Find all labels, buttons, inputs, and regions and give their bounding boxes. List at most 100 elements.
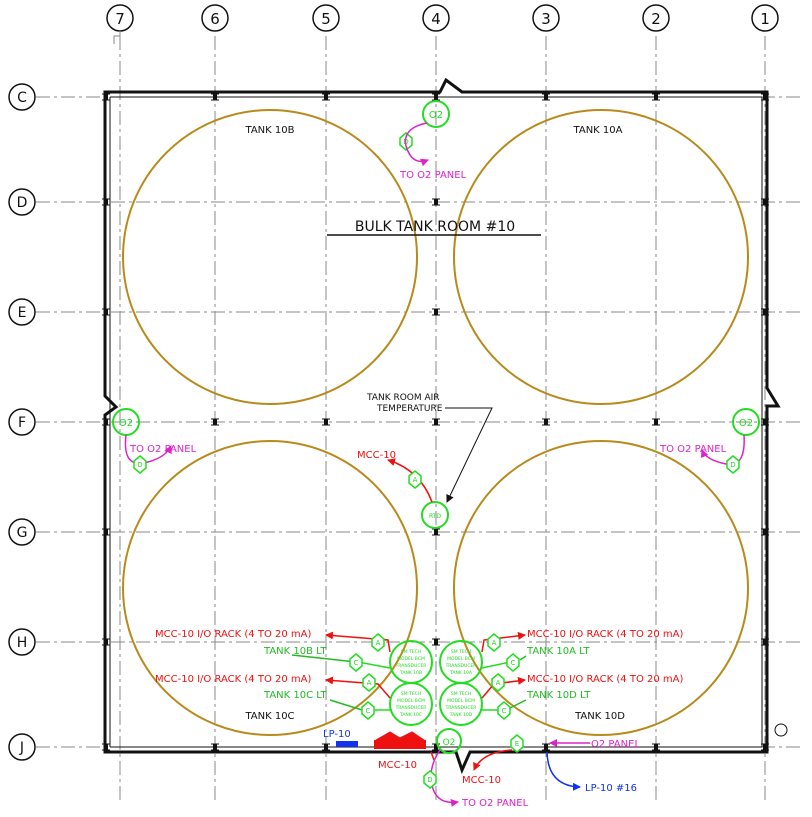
- svg-text:D: D: [137, 461, 142, 469]
- svg-text:MODEL BCM: MODEL BCM: [397, 656, 425, 662]
- temperature-label-line1: TANK ROOM AIR: [366, 393, 440, 403]
- svg-text:A: A: [492, 639, 497, 647]
- column-marker: [322, 743, 330, 751]
- room-title: BULK TANK ROOM #10: [355, 219, 515, 235]
- svg-text:O2: O2: [739, 418, 753, 429]
- svg-text:SM TECH: SM TECH: [451, 649, 471, 655]
- row-bubble-D: D: [8, 188, 36, 216]
- row-bubble-E: E: [8, 298, 36, 326]
- tank-10a-label: TANK 10A: [573, 125, 623, 136]
- column-marker: [432, 638, 440, 646]
- tank-10b-label: TANK 10B: [245, 125, 295, 136]
- svg-text:C: C: [366, 707, 371, 715]
- level-transmitter-10d: SM TECH MODEL BCM TRANSDUCER TANK 10D: [439, 682, 483, 726]
- lp-10-panel: [336, 741, 358, 747]
- column-marker: [761, 93, 769, 101]
- tank-10c-outline: [122, 440, 418, 736]
- svg-text:MODEL BCM: MODEL BCM: [397, 698, 425, 704]
- mcc-10-panel-detail: [375, 731, 425, 741]
- row-bubble-J: J: [8, 733, 36, 761]
- level-transmitter-10a: SM TECH MODEL BCM TRANSDUCER TANK 10A: [439, 640, 483, 684]
- column-marker: [102, 93, 110, 101]
- svg-text:6: 6: [210, 10, 220, 28]
- rtd-sensor: RTD: [421, 501, 449, 529]
- o2-right-tag-d: D: [726, 455, 740, 474]
- column-marker: [761, 528, 769, 536]
- column-marker: [102, 638, 110, 646]
- svg-text:E: E: [18, 305, 27, 321]
- svg-text:A: A: [413, 476, 418, 484]
- column-marker: [211, 93, 219, 101]
- column-marker: [542, 743, 550, 751]
- column-marker: [432, 528, 440, 536]
- tank-10d-lt-label: TANK 10D LT: [526, 690, 591, 701]
- tank-10a-lt-label: TANK 10A LT: [526, 646, 590, 657]
- o2-sensor-bottom: O2: [436, 728, 462, 754]
- svg-text:TRANSDUCER: TRANSDUCER: [445, 705, 477, 711]
- svg-text:O2: O2: [119, 418, 133, 429]
- tag-a-10d: A: [491, 673, 505, 692]
- svg-text:SM TECH: SM TECH: [401, 649, 421, 655]
- svg-text:A: A: [376, 639, 381, 647]
- column-bubble-2: 2: [642, 4, 670, 32]
- column-marker: [102, 308, 110, 316]
- grid-lines: [36, 36, 800, 800]
- svg-text:C: C: [354, 659, 359, 667]
- column-marker: [652, 93, 660, 101]
- column-bubble-1: 1: [751, 4, 779, 32]
- column-markers: [102, 93, 769, 751]
- tank-10b-lt-label: TANK 10B LT: [263, 646, 327, 657]
- column-bubble-7: 7: [106, 4, 134, 32]
- svg-text:MODEL BCM: MODEL BCM: [447, 698, 475, 704]
- svg-text:3: 3: [541, 10, 551, 28]
- svg-text:E: E: [515, 740, 519, 748]
- svg-text:7: 7: [115, 10, 125, 28]
- svg-text:SM TECH: SM TECH: [401, 691, 421, 697]
- o2-top-signal-line: [404, 122, 429, 167]
- o2-left-panel-label: TO O2 PANEL: [129, 444, 197, 455]
- svg-text:TRANSDUCER: TRANSDUCER: [395, 663, 427, 669]
- column-marker: [542, 93, 550, 101]
- column-marker: [322, 93, 330, 101]
- rack-label-10a: MCC-10 I/O RACK (4 TO 20 mA): [527, 629, 683, 640]
- column-marker: [211, 743, 219, 751]
- mcc-10-label-2: MCC-10: [462, 775, 501, 786]
- row-bubble-H: H: [8, 628, 36, 656]
- tag-e: E: [510, 734, 524, 753]
- svg-text:TANK 10A: TANK 10A: [449, 670, 473, 676]
- level-wiring-left: [291, 631, 392, 711]
- o2-bottom-tag-d: D: [423, 770, 437, 789]
- o2-right-panel-label: TO O2 PANEL: [659, 444, 727, 455]
- svg-text:D: D: [730, 461, 735, 469]
- column-marker: [652, 743, 660, 751]
- column-bubble-6: 6: [201, 4, 229, 32]
- o2-sensor-right: O2: [732, 408, 760, 436]
- svg-text:TRANSDUCER: TRANSDUCER: [445, 663, 477, 669]
- tanks: [122, 109, 749, 736]
- svg-text:H: H: [17, 635, 28, 651]
- column-bubble-4: 4: [422, 4, 450, 32]
- svg-text:SM TECH: SM TECH: [451, 691, 471, 697]
- grid-bubbles: 7 6 5 4 3 2 1 C D E F G H J: [8, 4, 779, 761]
- svg-text:A: A: [367, 679, 372, 687]
- row-bubble-G: G: [8, 518, 36, 546]
- tag-a-10c: A: [362, 673, 376, 692]
- temperature-label-line2: TEMPERATURE: [376, 404, 443, 414]
- tank-10d-outline: [453, 440, 749, 736]
- rack-label-10c: MCC-10 I/O RACK (4 TO 20 mA): [155, 674, 311, 685]
- column-marker: [432, 743, 440, 751]
- svg-text:O2: O2: [443, 738, 456, 748]
- svg-text:1: 1: [760, 10, 770, 28]
- svg-text:O2: O2: [429, 110, 443, 121]
- tank-10c-lt-label: TANK 10C LT: [263, 690, 327, 701]
- o2-bottom-panel-label: TO O2 PANEL: [461, 798, 529, 809]
- o2-right-signal-line: [700, 434, 745, 466]
- svg-text:C: C: [502, 707, 507, 715]
- rtd-tag-a: A: [408, 470, 422, 489]
- svg-text:TANK 10B: TANK 10B: [399, 670, 422, 676]
- column-marker: [432, 308, 440, 316]
- column-marker: [102, 743, 110, 751]
- svg-text:MODEL BCM: MODEL BCM: [447, 656, 475, 662]
- mcc-10-label-1: MCC-10: [378, 760, 417, 771]
- tag-c-10c: C: [361, 701, 375, 720]
